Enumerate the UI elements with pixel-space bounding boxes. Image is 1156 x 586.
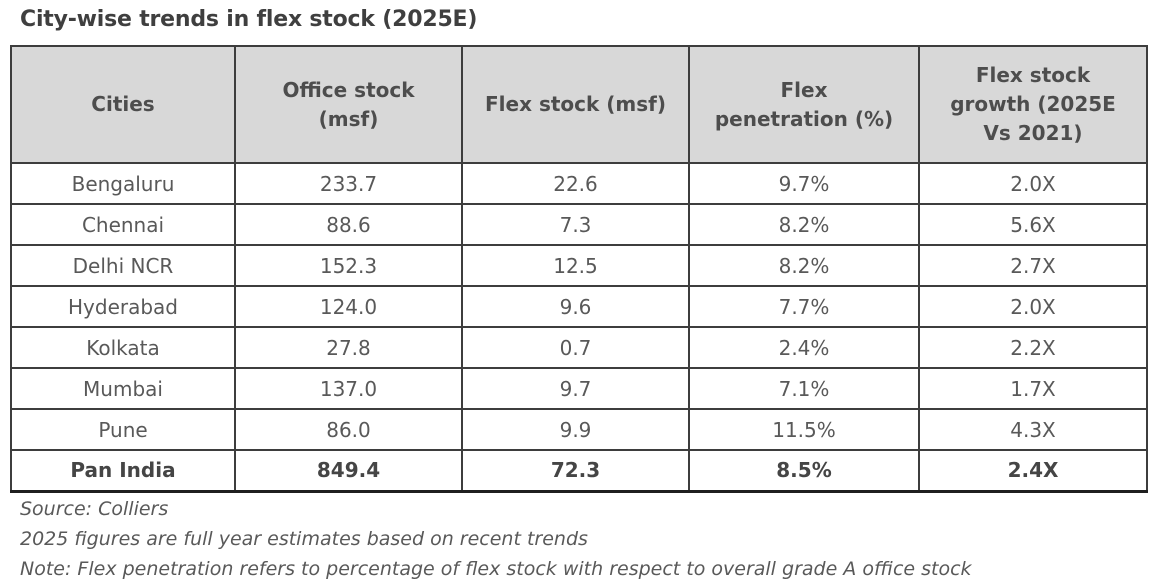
table-row-hyderabad: Hyderabad 124.0 9.6 7.7% 2.0X: [10, 285, 1148, 328]
cell-flex-stock: 9.6: [461, 285, 690, 328]
cell-city: Kolkata: [10, 326, 236, 369]
cell-flex-growth: 1.7X: [918, 367, 1148, 410]
cell-office-stock: 27.8: [234, 326, 463, 369]
table-row-pune: Pune 86.0 9.9 11.5% 4.3X: [10, 408, 1148, 451]
cell-city: Mumbai: [10, 367, 236, 410]
cell-flex-growth: 4.3X: [918, 408, 1148, 451]
cell-flex-growth: 2.4X: [918, 449, 1148, 492]
cell-office-stock: 124.0: [234, 285, 463, 328]
cell-flex-stock: 72.3: [461, 449, 690, 492]
cell-flex-penetration: 11.5%: [688, 408, 920, 451]
table-row-chennai: Chennai 88.6 7.3 8.2% 5.6X: [10, 203, 1148, 246]
cell-flex-penetration: 9.7%: [688, 162, 920, 205]
cell-flex-growth: 5.6X: [918, 203, 1148, 246]
cell-flex-penetration: 7.7%: [688, 285, 920, 328]
table-title: City-wise trends in flex stock (2025E): [20, 7, 478, 32]
cell-flex-stock: 12.5: [461, 244, 690, 287]
table-header: Cities Office stock (msf) Flex stock (ms…: [10, 45, 1148, 164]
cell-flex-stock: 7.3: [461, 203, 690, 246]
cell-flex-penetration: 8.2%: [688, 244, 920, 287]
cell-office-stock: 137.0: [234, 367, 463, 410]
penetration-note: Note: Flex penetration refers to percent…: [20, 558, 972, 580]
table-row-kolkata: Kolkata 27.8 0.7 2.4% 2.2X: [10, 326, 1148, 369]
cell-flex-stock: 9.9: [461, 408, 690, 451]
table-row-bengaluru: Bengaluru 233.7 22.6 9.7% 2.0X: [10, 162, 1148, 205]
column-header-flex-growth: Flex stock growth (2025E Vs 2021): [918, 45, 1148, 164]
flex-stock-table: Cities Office stock (msf) Flex stock (ms…: [10, 45, 1148, 493]
cell-flex-stock: 9.7: [461, 367, 690, 410]
cell-office-stock: 152.3: [234, 244, 463, 287]
column-header-office-stock: Office stock (msf): [234, 45, 463, 164]
cell-flex-growth: 2.0X: [918, 285, 1148, 328]
cell-office-stock: 233.7: [234, 162, 463, 205]
cell-flex-stock: 22.6: [461, 162, 690, 205]
table-row-mumbai: Mumbai 137.0 9.7 7.1% 1.7X: [10, 367, 1148, 410]
cell-city: Bengaluru: [10, 162, 236, 205]
cell-city: Pune: [10, 408, 236, 451]
cell-office-stock: 88.6: [234, 203, 463, 246]
cell-flex-growth: 2.2X: [918, 326, 1148, 369]
table-body: Bengaluru 233.7 22.6 9.7% 2.0X Chennai 8…: [10, 162, 1148, 492]
cell-flex-stock: 0.7: [461, 326, 690, 369]
cell-flex-penetration: 8.2%: [688, 203, 920, 246]
cell-flex-growth: 2.7X: [918, 244, 1148, 287]
footnotes: Source: Colliers 2025 figures are full y…: [20, 494, 972, 584]
column-header-flex-penetration: Flex penetration (%): [688, 45, 920, 164]
cell-office-stock: 849.4: [234, 449, 463, 492]
column-header-cities: Cities: [10, 45, 236, 164]
column-header-flex-stock: Flex stock (msf): [461, 45, 690, 164]
cell-city: Hyderabad: [10, 285, 236, 328]
cell-office-stock: 86.0: [234, 408, 463, 451]
estimates-note: 2025 figures are full year estimates bas…: [20, 528, 588, 550]
cell-flex-penetration: 7.1%: [688, 367, 920, 410]
cell-flex-penetration: 8.5%: [688, 449, 920, 492]
cell-city: Pan India: [10, 449, 236, 492]
table-row-delhi-ncr: Delhi NCR 152.3 12.5 8.2% 2.7X: [10, 244, 1148, 287]
cell-flex-growth: 2.0X: [918, 162, 1148, 205]
cell-flex-penetration: 2.4%: [688, 326, 920, 369]
cell-city: Delhi NCR: [10, 244, 236, 287]
table-row-pan-india-total: Pan India 849.4 72.3 8.5% 2.4X: [10, 449, 1148, 492]
header-row: Cities Office stock (msf) Flex stock (ms…: [10, 45, 1148, 164]
cell-city: Chennai: [10, 203, 236, 246]
source-note: Source: Colliers: [20, 498, 169, 520]
